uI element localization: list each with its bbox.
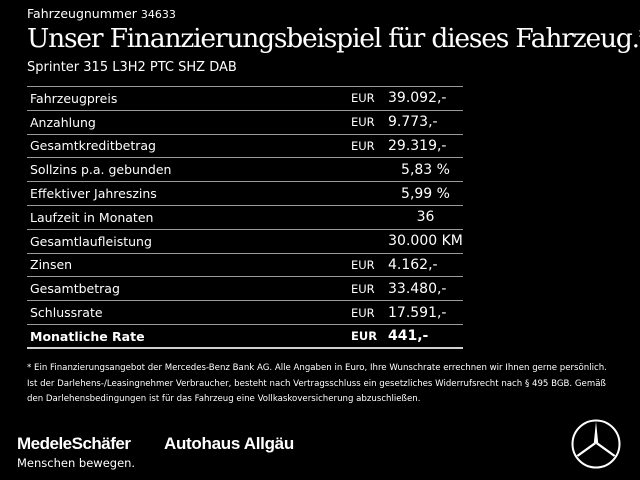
row-value: 441,-	[388, 328, 429, 345]
table-row: Monatliche Rate EUR 441,-	[27, 324, 463, 349]
row-currency	[348, 158, 385, 182]
financing-table: Fahrzeugpreis EUR 39.092,- Anzahlung EUR 9.77…	[27, 86, 463, 349]
row-currency: EUR	[351, 305, 375, 320]
row-value: 33.480,-	[388, 280, 447, 297]
row-label: Monatliche Rate	[30, 328, 145, 344]
row-currency: EUR	[351, 329, 378, 344]
vehicle-number-label: Fahrzeugnummer 34633	[27, 6, 176, 21]
row-value: 5,99 %	[401, 185, 450, 202]
row-value: 36	[416, 209, 435, 226]
row-label: Gesamtlaufleistung	[30, 233, 152, 249]
row-currency	[348, 229, 385, 253]
row-value: 9.773,-	[388, 114, 438, 131]
table-row: Gesamtkreditbetrag EUR 29.319,-	[27, 134, 463, 158]
table-row: Effektiver Jahreszins 5,99 %	[27, 182, 463, 206]
row-label: Laufzeit in Monaten	[30, 209, 154, 225]
row-label: Schlussrate	[30, 305, 103, 321]
row-currency	[348, 205, 385, 229]
footnote: * Ein Finanzierungsangebot der Mercedes-…	[27, 363, 607, 404]
row-label: Effektiver Jahreszins	[30, 186, 157, 202]
table-row: Schlussrate EUR 17.591,-	[27, 301, 463, 325]
row-value: 17.591,-	[388, 304, 447, 321]
mercedes-star-icon	[571, 419, 621, 469]
row-value: 30.000 KM	[388, 233, 463, 250]
row-currency: EUR	[351, 115, 375, 130]
row-label: Fahrzeugpreis	[30, 90, 118, 106]
vehicle-number-caption: Fahrzeugnummer	[27, 6, 137, 21]
row-currency: EUR	[351, 257, 375, 272]
vehicle-model: Sprinter 315 L3H2 PTC SHZ DAB	[27, 60, 237, 75]
table-row: Sollzins p.a. gebunden 5,83 %	[27, 158, 463, 182]
row-value: 29.319,-	[388, 137, 447, 154]
autohaus-allgaeu-logo: Autohaus Allgäu	[164, 434, 294, 453]
row-label: Zinsen	[30, 257, 73, 273]
page-title: Unser Finanzierungsbeispiel für dieses F…	[27, 23, 640, 54]
row-currency: EUR	[351, 281, 375, 296]
row-value: 5,83 %	[401, 161, 450, 178]
table-row: Gesamtlaufleistung 30.000 KM	[27, 229, 463, 254]
table-row: Fahrzeugpreis EUR 39.092,-	[27, 86, 463, 111]
row-label: Gesamtkreditbetrag	[30, 138, 156, 154]
row-currency	[348, 182, 385, 206]
row-currency: EUR	[351, 91, 375, 106]
row-value: 39.092,-	[388, 90, 447, 107]
row-label: Gesamtbetrag	[30, 281, 120, 297]
table-row: Zinsen EUR 4.162,-	[27, 253, 463, 277]
row-label: Sollzins p.a. gebunden	[30, 162, 172, 178]
row-currency: EUR	[351, 138, 375, 153]
dealer-tagline: Menschen bewegen.	[17, 456, 136, 470]
table-row: Anzahlung EUR 9.773,-	[27, 110, 463, 135]
row-value: 4.162,-	[388, 256, 438, 273]
table-row: Laufzeit in Monaten 36	[27, 205, 463, 230]
row-label: Anzahlung	[30, 114, 96, 130]
vehicle-number-value: 34633	[140, 8, 176, 21]
table-row: Gesamtbetrag EUR 33.480,-	[27, 277, 463, 301]
dealer-logo: MedeleSchäfer	[17, 434, 131, 453]
